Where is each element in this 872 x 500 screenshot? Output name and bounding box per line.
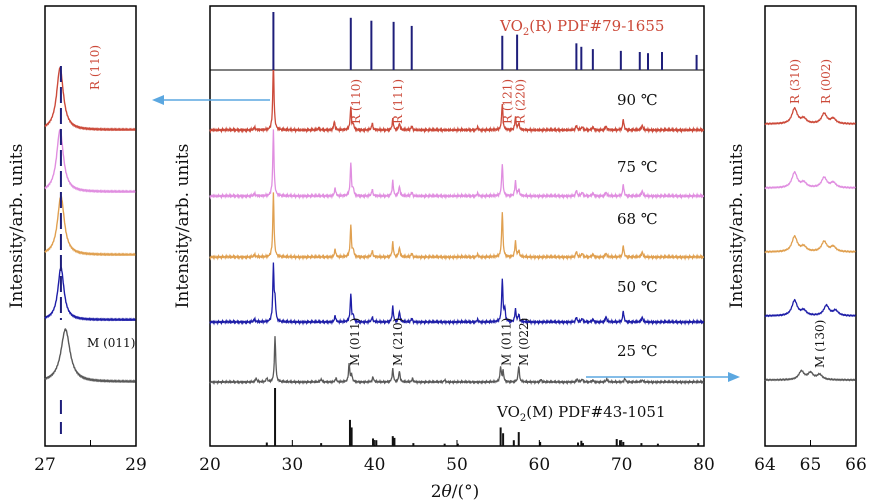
peak-label-r: R (110) bbox=[349, 79, 363, 124]
main-x-tick-label: 20 bbox=[199, 455, 221, 475]
right-inset-peak-label-m: M (130) bbox=[813, 320, 827, 368]
temp-label-75: 75 ℃ bbox=[617, 158, 658, 176]
right-arrow bbox=[586, 372, 740, 382]
right-inset-peak-label-r: R (310) bbox=[788, 59, 802, 104]
right-inset-line-25 bbox=[764, 369, 856, 382]
peak-label-m: M (022) bbox=[517, 318, 531, 366]
left-inset-line-50 bbox=[44, 264, 136, 322]
series-line-90 bbox=[209, 61, 705, 134]
peak-label-m: M (011) bbox=[348, 318, 362, 366]
right-inset-tick-label: 65 bbox=[800, 455, 822, 475]
label-layer: R (110) R (111) R (121) R (220) M (011) M (21… bbox=[87, 45, 833, 368]
left-inset-line-25 bbox=[44, 328, 136, 383]
main-x-tick-label: 40 bbox=[364, 455, 386, 475]
series-line-68 bbox=[209, 192, 705, 261]
left-inset-peak-label-r: R (110) bbox=[88, 45, 102, 90]
right-inset-line-90 bbox=[764, 106, 856, 126]
series-line-25 bbox=[209, 336, 705, 386]
left-inset-y-title: Intensity/arb. units bbox=[7, 144, 27, 309]
tick-layer: 20 30 40 50 60 70 80 27 29 64 65 66 bbox=[34, 440, 867, 475]
temp-label-90: 90 ℃ bbox=[617, 91, 658, 109]
temp-label-50: 50 ℃ bbox=[617, 278, 658, 296]
left-inset-tick-label: 27 bbox=[34, 455, 56, 475]
ref-m-label: VO2(M) PDF#43-1051 bbox=[496, 403, 666, 424]
left-arrow bbox=[152, 95, 270, 105]
right-inset-line-50 bbox=[764, 298, 856, 318]
main-x-tick-label: 80 bbox=[693, 455, 715, 475]
peak-label-r: R (121) bbox=[500, 79, 514, 124]
series-line-50 bbox=[209, 262, 705, 326]
right-inset-y-title: Intensity/arb. units bbox=[727, 144, 747, 309]
ref-r-label: VO2(R) PDF#79-1655 bbox=[499, 17, 664, 38]
temp-label-25: 25 ℃ bbox=[617, 342, 658, 360]
main-x-tick-label: 70 bbox=[611, 455, 633, 475]
left-inset-line-68 bbox=[44, 193, 136, 257]
peak-label-r: R (111) bbox=[391, 79, 405, 124]
temp-label-68: 68 ℃ bbox=[617, 210, 658, 228]
peak-label-m: M (011) bbox=[500, 318, 514, 366]
reference-layer bbox=[59, 12, 700, 446]
x-axis-title: 2θ/(°) bbox=[431, 482, 480, 500]
right-inset-line-68 bbox=[764, 234, 856, 254]
peak-label-m: M (210) bbox=[391, 318, 405, 366]
right-inset-line-75 bbox=[764, 170, 856, 190]
peak-label-r: R (220) bbox=[514, 79, 528, 124]
main-x-tick-label: 30 bbox=[282, 455, 304, 475]
right-inset-tick-label: 66 bbox=[845, 455, 867, 475]
left-inset-line-75 bbox=[44, 128, 136, 194]
right-inset-tick-label: 64 bbox=[754, 455, 776, 475]
left-inset-tick-label: 29 bbox=[125, 455, 147, 475]
left-inset-peak-label-m: M (011) bbox=[87, 336, 135, 350]
main-x-tick-label: 60 bbox=[529, 455, 551, 475]
main-x-tick-label: 50 bbox=[446, 455, 468, 475]
right-inset-peak-label-r: R (002) bbox=[819, 59, 833, 104]
main-y-title: Intensity/arb. units bbox=[173, 144, 193, 309]
series-line-75 bbox=[209, 129, 705, 200]
